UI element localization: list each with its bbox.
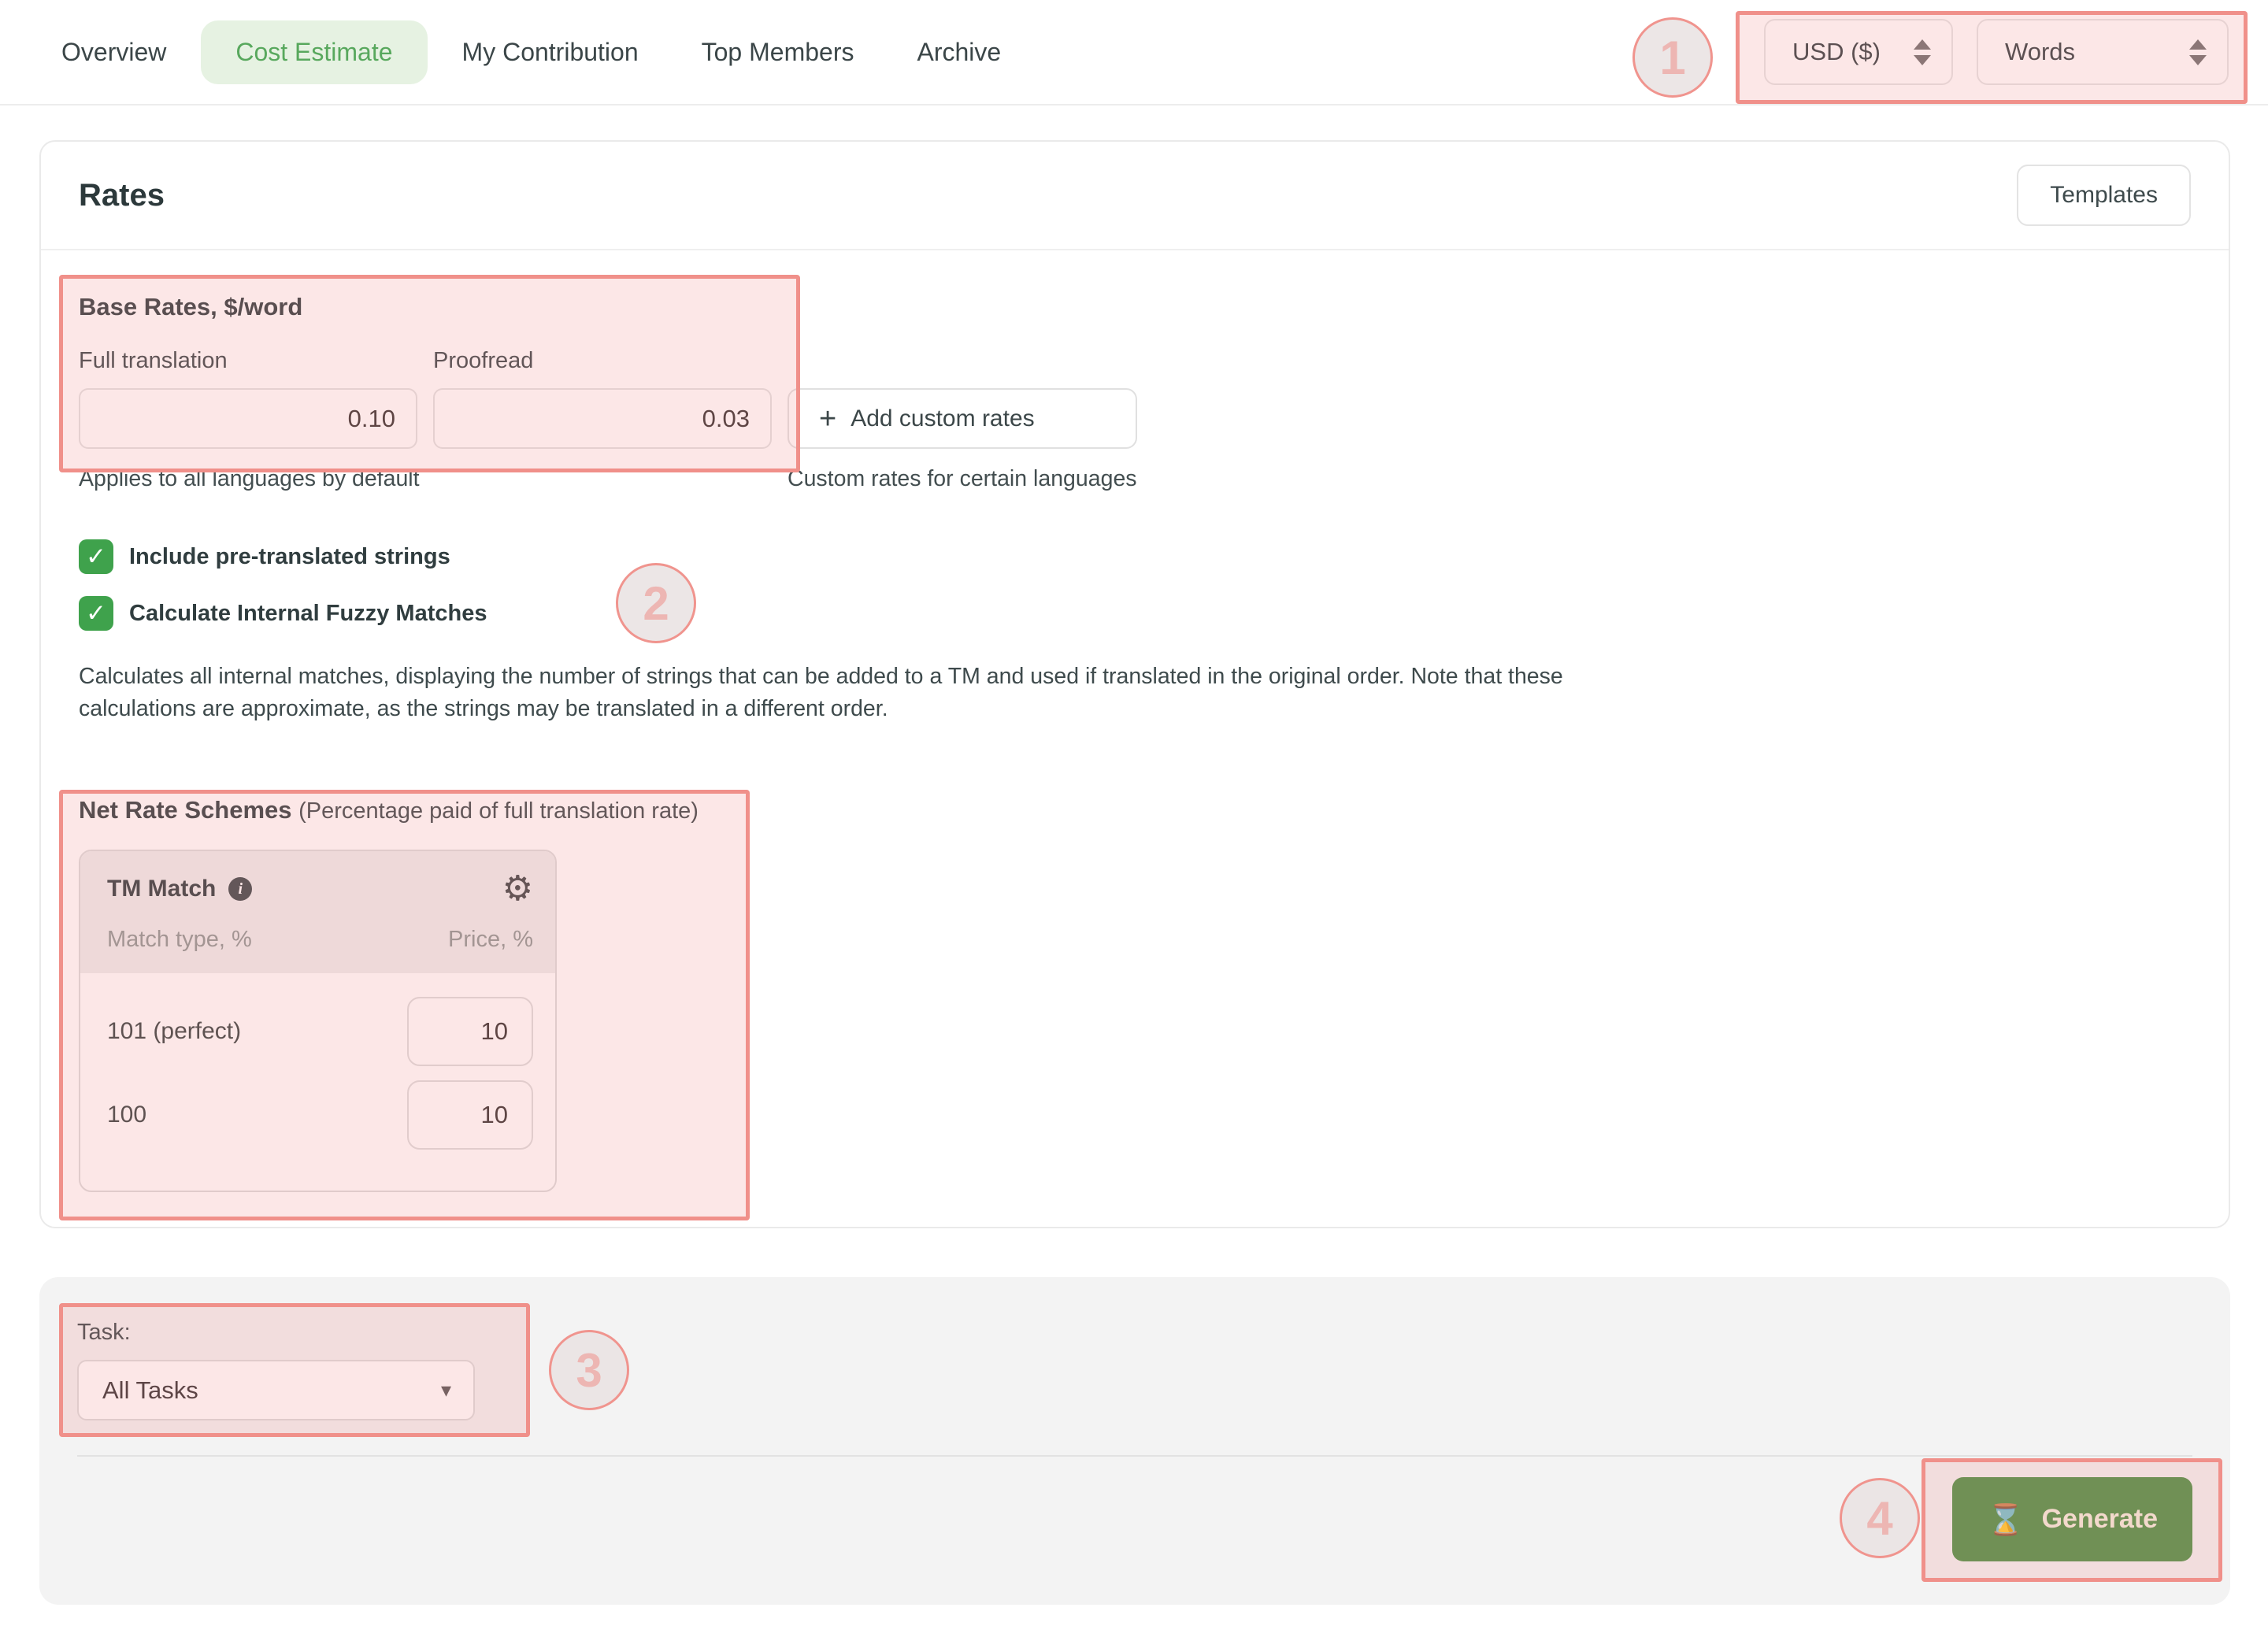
divider — [77, 1455, 2192, 1457]
price-column-header: Price, % — [448, 927, 533, 952]
gear-icon[interactable]: ⚙ — [502, 868, 533, 909]
match-100-label: 100 — [107, 1102, 147, 1128]
select-arrows-icon — [2189, 39, 2207, 65]
proofread-label: Proofread — [433, 348, 534, 373]
tm-match-title: TM Match — [107, 876, 217, 902]
tm-match-card: TM Match i ⚙ Match type, % Price, % 101 … — [79, 850, 557, 1192]
task-select[interactable]: All Tasks ▾ — [77, 1360, 475, 1420]
table-row: 100 — [107, 1080, 533, 1150]
add-custom-rates-button[interactable]: + Add custom rates — [788, 388, 1137, 449]
rates-card-header: Rates Templates — [41, 142, 2229, 250]
pretranslated-checkbox-row: ✓ Include pre-translated strings — [79, 539, 2191, 574]
caret-down-icon: ▾ — [440, 1378, 451, 1402]
currency-select-value: USD ($) — [1792, 38, 1881, 65]
hourglass-icon: ⌛ — [1987, 1502, 2025, 1537]
rates-card: Rates Templates Base Rates, $/word Full … — [39, 140, 2230, 1228]
generate-row: ⌛ Generate — [77, 1477, 2192, 1561]
page-title: Rates — [79, 177, 165, 213]
full-translation-input[interactable] — [79, 388, 417, 449]
generate-panel: Task: All Tasks ▾ ⌛ Generate — [39, 1277, 2230, 1605]
units-select[interactable]: Words — [1977, 19, 2229, 85]
spacer — [788, 321, 1137, 374]
generate-button[interactable]: ⌛ Generate — [1952, 1477, 2192, 1561]
task-select-value: All Tasks — [102, 1376, 198, 1404]
nav-tabs: Overview Cost Estimate My Contribution T… — [61, 20, 1001, 84]
plus-icon: + — [819, 402, 837, 435]
net-rate-schemes-heading: Net Rate Schemes (Percentage paid of ful… — [79, 796, 2191, 824]
fuzzy-checkbox-label: Calculate Internal Fuzzy Matches — [129, 600, 487, 626]
match-100-price-input[interactable] — [407, 1080, 533, 1150]
currency-select[interactable]: USD ($) — [1764, 19, 1953, 85]
full-translation-label: Full translation — [79, 348, 228, 373]
match-type-column-header: Match type, % — [107, 927, 252, 952]
tab-my-contribution[interactable]: My Contribution — [461, 37, 639, 66]
tab-cost-estimate[interactable]: Cost Estimate — [201, 20, 428, 84]
tm-match-header: TM Match i ⚙ Match type, % Price, % — [80, 851, 555, 973]
generate-button-label: Generate — [2041, 1504, 2158, 1534]
base-rates-section: Base Rates, $/word Full translation Proo… — [79, 293, 2191, 492]
fuzzy-matches-note: Calculates all internal matches, display… — [79, 664, 1563, 721]
fuzzy-checkbox-row: ✓ Calculate Internal Fuzzy Matches — [79, 596, 2191, 631]
custom-rates-helper: Custom rates for certain languages — [788, 466, 1137, 491]
nav-right-controls: USD ($) Words — [1764, 19, 2229, 85]
base-rates-helper: Applies to all languages by default — [79, 466, 420, 491]
task-label: Task: — [77, 1320, 131, 1345]
tm-match-columns: Match type, % Price, % — [107, 927, 533, 953]
select-arrows-icon — [1914, 39, 1931, 65]
net-rate-schemes-subtitle: (Percentage paid of full translation rat… — [298, 798, 699, 824]
proofread-input[interactable] — [433, 388, 772, 449]
units-select-value: Words — [2005, 38, 2076, 65]
info-icon[interactable]: i — [228, 877, 253, 901]
match-101-price-input[interactable] — [407, 997, 533, 1066]
check-icon: ✓ — [86, 599, 106, 628]
table-row: 101 (perfect) — [107, 997, 533, 1066]
check-icon: ✓ — [86, 543, 106, 571]
tab-top-members[interactable]: Top Members — [701, 37, 854, 66]
net-rate-schemes-title: Net Rate Schemes — [79, 796, 292, 824]
tab-overview[interactable]: Overview — [61, 37, 167, 66]
tm-match-title-row: TM Match i ⚙ — [107, 872, 533, 906]
tab-archive[interactable]: Archive — [917, 37, 1002, 66]
tm-match-body: 101 (perfect) 100 — [80, 997, 555, 1191]
match-101-label: 101 (perfect) — [107, 1018, 242, 1044]
rates-card-body: Base Rates, $/word Full translation Proo… — [41, 293, 2229, 1227]
base-rates-heading: Base Rates, $/word — [79, 293, 303, 320]
top-nav: Overview Cost Estimate My Contribution T… — [0, 0, 2268, 106]
pretranslated-checkbox[interactable]: ✓ — [79, 539, 113, 574]
add-custom-rates-label: Add custom rates — [850, 405, 1035, 431]
pretranslated-checkbox-label: Include pre-translated strings — [129, 543, 450, 569]
templates-button[interactable]: Templates — [2017, 165, 2191, 226]
fuzzy-checkbox[interactable]: ✓ — [79, 596, 113, 631]
